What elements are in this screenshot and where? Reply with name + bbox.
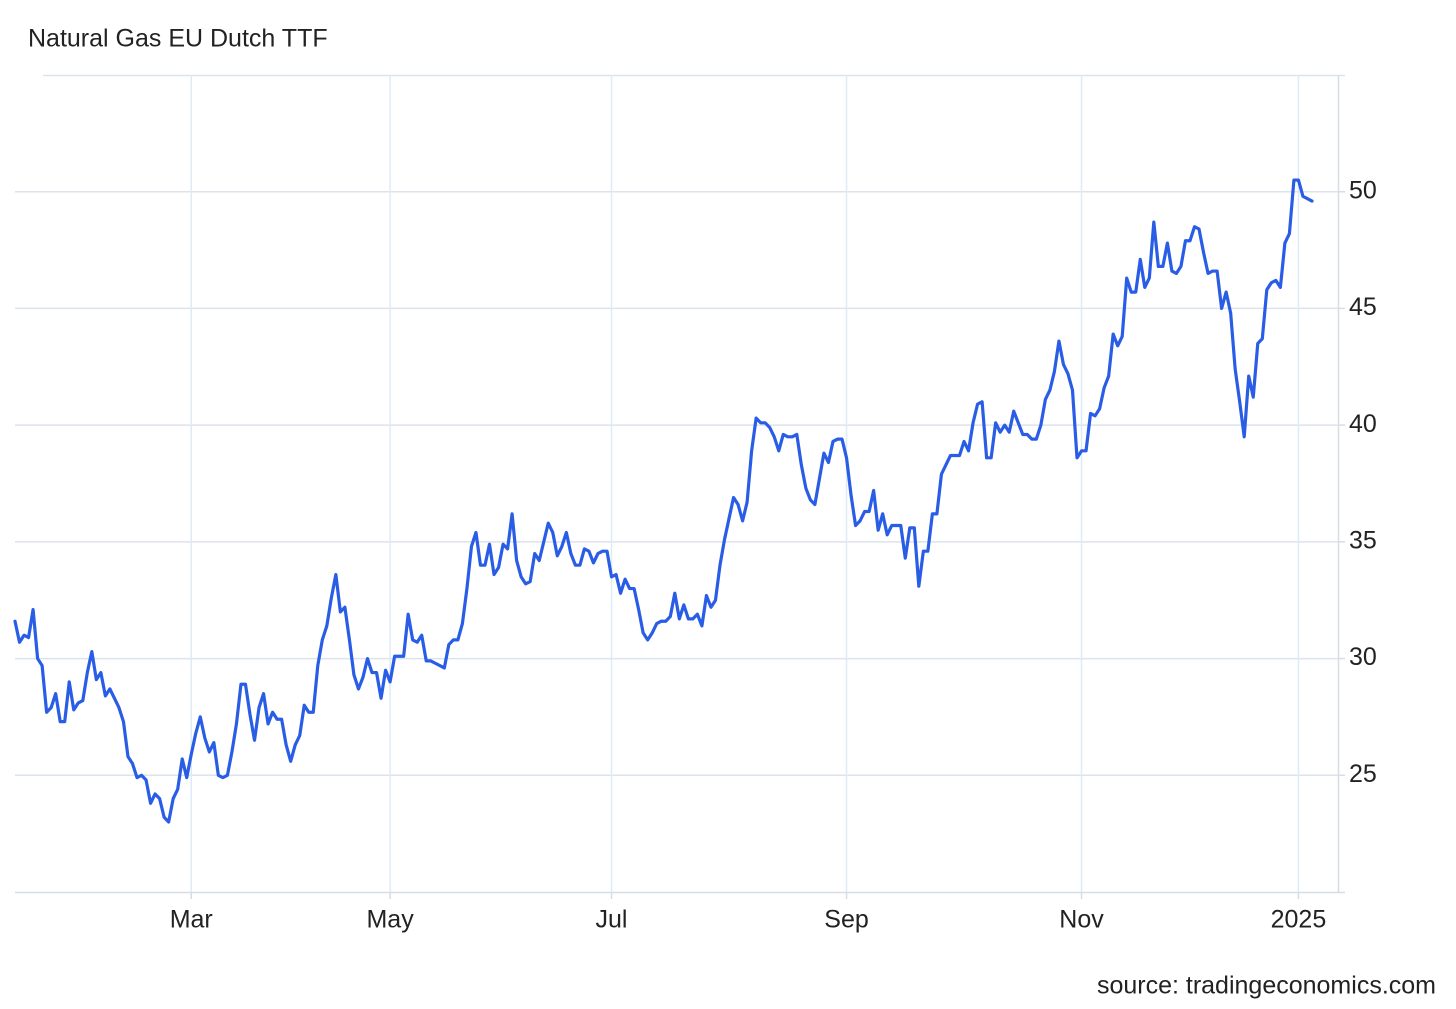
x-tick-label: Mar <box>170 906 213 934</box>
source-note: source: tradingeconomics.com <box>1097 972 1436 1000</box>
x-tick-label: May <box>366 906 414 934</box>
y-tick-label: 50 <box>1349 176 1377 204</box>
y-tick-label: 25 <box>1349 760 1377 788</box>
grid <box>15 75 1345 899</box>
x-tick-label: Nov <box>1059 906 1104 934</box>
x-tick-label: 2025 <box>1271 906 1327 934</box>
marks <box>13 178 1314 824</box>
price-line <box>13 178 1314 824</box>
chart-title: Natural Gas EU Dutch TTF <box>28 25 328 53</box>
y-tick-label: 40 <box>1349 410 1377 438</box>
y-tick-label: 35 <box>1349 526 1377 554</box>
y-tick-label: 30 <box>1349 643 1377 671</box>
x-tick-label: Sep <box>824 906 868 934</box>
x-tick-label: Jul <box>596 906 628 934</box>
y-tick-label: 45 <box>1349 293 1377 321</box>
